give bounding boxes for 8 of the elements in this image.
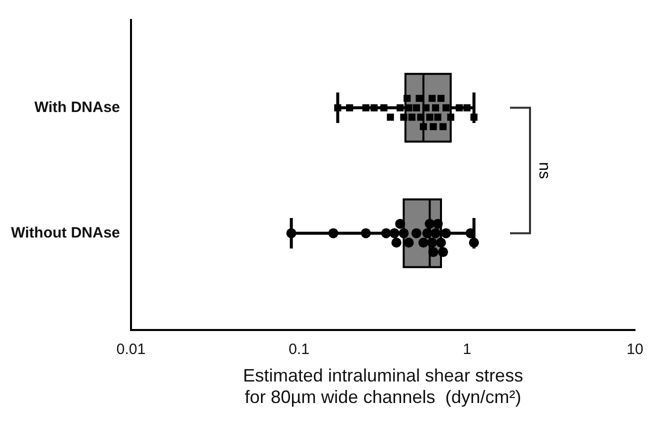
x-tick-label: 0.01 xyxy=(116,340,146,358)
x-axis-title: Estimated intraluminal shear stress for 80µm wide channels (dyn/cm²) xyxy=(242,366,524,408)
x-tick-label: 10 xyxy=(626,340,644,358)
annotation: ns xyxy=(536,162,553,179)
x-tick-label: 0.1 xyxy=(288,340,310,358)
y-tick-label: With DNAse xyxy=(34,98,120,116)
y-tick-label: Without DNAse xyxy=(10,224,120,242)
x-tick-label: 1 xyxy=(462,340,472,358)
